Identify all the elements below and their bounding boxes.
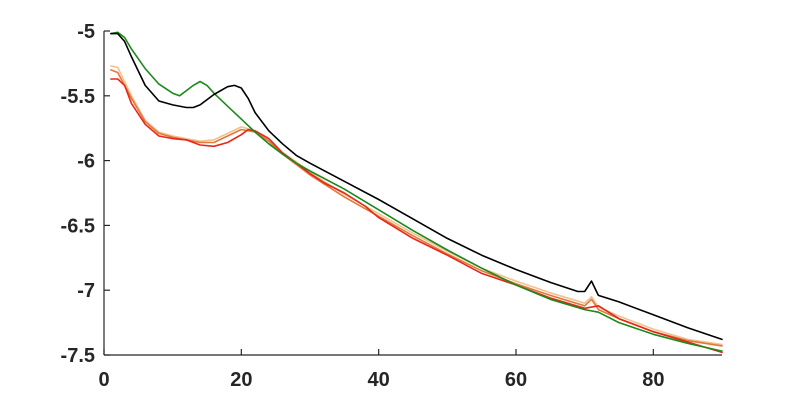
series-line-4 <box>110 31 723 352</box>
x-tick-label: 60 <box>505 369 527 391</box>
series-line-3 <box>110 78 723 354</box>
y-tick-label: -7 <box>77 280 95 302</box>
x-tick-label: 40 <box>368 369 390 391</box>
y-tick-label: -5.5 <box>61 86 95 108</box>
y-tick-label: -7.5 <box>61 345 95 367</box>
series-line-1 <box>110 65 723 346</box>
series-line-2 <box>110 69 723 347</box>
x-tick-label: 0 <box>98 369 109 391</box>
y-tick-label: -6 <box>77 151 95 173</box>
y-tick-label: -5 <box>77 21 95 43</box>
x-tick-label: 20 <box>230 369 252 391</box>
y-tick-label: -6.5 <box>61 215 95 237</box>
series-line-5 <box>110 32 723 341</box>
x-tick-label: 80 <box>642 369 664 391</box>
tick-labels: 0 20 40 60 80 -5 -5.5 -6 -6.5 -7 -7.5 <box>61 21 665 391</box>
series-layer <box>110 31 723 354</box>
axes <box>103 30 722 356</box>
